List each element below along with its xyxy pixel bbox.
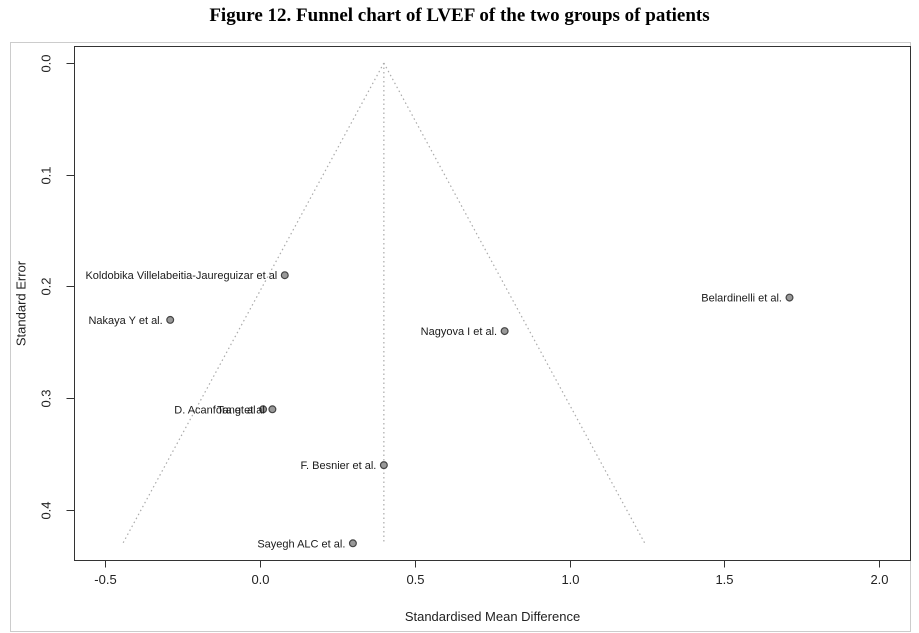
y-tick-label: 0.4 — [39, 501, 54, 519]
data-point — [785, 293, 794, 302]
study-label: Koldobika Villelabeitia-Jaureguizar et a… — [85, 270, 277, 282]
data-point — [379, 461, 388, 470]
study-label: Sayegh ALC et al. — [257, 538, 345, 550]
y-axis-title: Standard Error — [14, 260, 29, 346]
study-label: Nagyova I et al. — [421, 326, 497, 338]
x-axis-title: Standardised Mean Difference — [405, 609, 580, 624]
data-point — [268, 405, 277, 414]
figure-title: Figure 12. Funnel chart of LVEF of the t… — [209, 5, 710, 26]
x-tick-label: 0.5 — [406, 572, 424, 587]
x-tick-label: -0.5 — [94, 572, 116, 587]
data-point — [259, 405, 268, 414]
funnel-left-line — [122, 62, 385, 544]
y-tick-label: 0.1 — [39, 166, 54, 184]
study-label: Belardinelli et al. — [701, 293, 782, 305]
study-label: F. Besnier et al. — [301, 460, 377, 472]
y-tick-label: 0.2 — [39, 277, 54, 295]
x-tick-label: 1.5 — [715, 572, 733, 587]
y-tick-label: 0.0 — [39, 54, 54, 72]
x-tick-label: 2.0 — [870, 572, 888, 587]
data-point — [280, 271, 289, 280]
study-label: D. Acanfora et al — [174, 404, 255, 416]
data-point — [166, 315, 175, 324]
data-point — [500, 327, 509, 336]
x-tick-label: 0.0 — [251, 572, 269, 587]
y-tick-label: 0.3 — [39, 389, 54, 407]
plot-box — [74, 46, 911, 561]
study-label: Nakaya Y et al. — [88, 315, 162, 327]
study-label: Tang et al — [217, 404, 265, 416]
funnel-right-line — [383, 62, 646, 544]
data-point — [348, 539, 357, 548]
x-tick-label: 1.0 — [561, 572, 579, 587]
